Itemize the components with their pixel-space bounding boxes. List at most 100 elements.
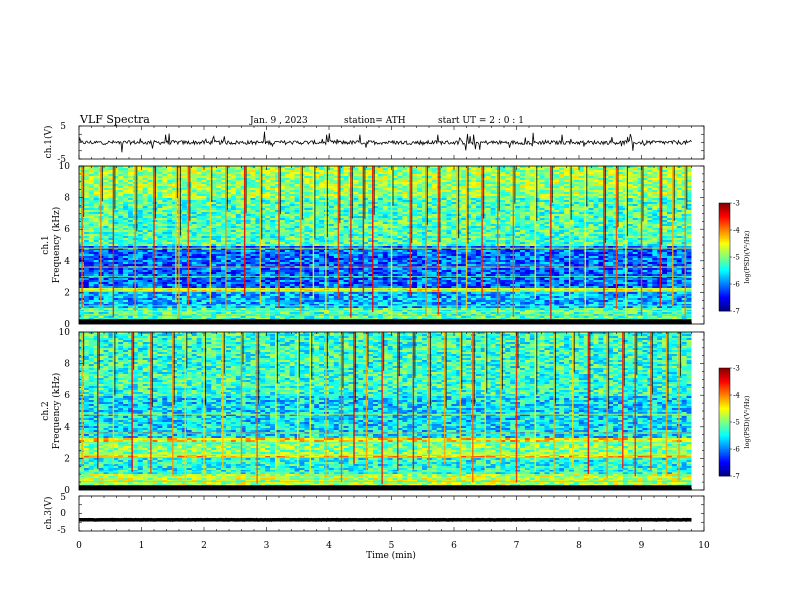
- spectrogram-cell: [319, 208, 325, 211]
- spectrogram-cell: [83, 234, 90, 237]
- spectrogram-cell: [505, 208, 511, 211]
- spectrogram-cell: [137, 172, 143, 175]
- spectrogram-cell: [637, 216, 643, 219]
- spectrogram-cell: [667, 224, 673, 227]
- spectrogram-cell: [260, 190, 266, 193]
- spectrogram-cell: [191, 180, 197, 183]
- spectrogram-cell: [500, 224, 506, 227]
- spectrogram-cell: [289, 184, 295, 187]
- spectrogram-cell: [260, 200, 266, 203]
- spectrogram-cell: [618, 232, 624, 235]
- spectrogram-cell: [137, 168, 143, 171]
- spectrogram-cell: [402, 176, 408, 179]
- spectrogram-cell: [382, 174, 388, 177]
- spectrogram-cell: [451, 176, 457, 179]
- spectrogram-cell: [667, 196, 673, 199]
- spectrogram-cell: [230, 170, 237, 173]
- spectrogram-cell: [309, 172, 315, 175]
- spectrogram-cell: [299, 224, 305, 227]
- spectrogram-cell: [103, 226, 109, 229]
- spectrogram-cell: [314, 210, 320, 213]
- spectrogram-cell: [328, 184, 335, 187]
- spectrogram-cell: [206, 220, 212, 223]
- spectrogram-cell: [157, 174, 163, 177]
- spectrogram-cell: [573, 174, 580, 177]
- spectrogram-cell: [652, 184, 658, 187]
- spectrogram-cell: [515, 168, 521, 171]
- spectrogram-cell: [608, 184, 614, 187]
- spectrogram-cell: [554, 182, 560, 185]
- spectrogram-cell: [441, 176, 447, 179]
- spectrogram-cell: [485, 224, 491, 227]
- spectrogram-cell: [549, 204, 555, 207]
- spectrogram-cell: [637, 224, 643, 227]
- spectrogram-cell: [162, 184, 168, 187]
- spectrogram-cell: [667, 176, 673, 179]
- spectrogram-cell: [613, 234, 619, 237]
- spectrogram-cell: [608, 182, 614, 185]
- spectrogram-cell: [324, 194, 330, 197]
- spectrogram-cell: [260, 208, 266, 211]
- spectrogram-cell: [461, 230, 467, 233]
- spectrogram-cell: [128, 186, 134, 189]
- spectrogram-cell: [270, 170, 276, 173]
- spectrogram-cell: [275, 232, 281, 235]
- spectrogram-cell: [221, 198, 227, 201]
- spectrogram-cell: [206, 188, 212, 191]
- spectrogram-cell: [505, 204, 511, 207]
- spectrogram-cell: [309, 170, 315, 173]
- spectrogram-cell: [441, 224, 447, 227]
- spectrogram-cell: [338, 240, 344, 243]
- spectrogram-cell: [270, 196, 276, 199]
- spectrogram-cell: [392, 180, 398, 183]
- spectrogram-cell: [676, 208, 682, 211]
- spectrogram-cell: [681, 240, 687, 243]
- spectrogram-cell: [108, 208, 114, 211]
- spectrogram-cell: [402, 218, 408, 221]
- spectrogram-cell: [137, 218, 143, 221]
- spectrogram-cell: [490, 210, 496, 213]
- spectrogram-cell: [397, 176, 403, 179]
- spectrogram-cell: [113, 212, 119, 215]
- spectrogram-cell: [314, 176, 320, 179]
- spectrogram-cell: [319, 236, 325, 239]
- spectrogram-cell: [108, 190, 114, 193]
- spectrogram-cell: [172, 178, 178, 181]
- spectrogram-cell: [451, 208, 457, 211]
- spectrogram-cell: [392, 208, 398, 211]
- spectrogram-cell: [230, 176, 237, 179]
- spectrogram-cell: [260, 230, 266, 233]
- spectrogram-cell: [93, 208, 99, 211]
- spectrogram-cell: [382, 180, 388, 183]
- spectrogram-cell: [196, 198, 202, 201]
- spectrogram-cell: [93, 232, 99, 235]
- spectrogram-cell: [505, 224, 511, 227]
- spectrogram-cell: [446, 224, 452, 227]
- spectrogram-cell: [265, 168, 271, 171]
- spectrogram-cell: [382, 182, 388, 185]
- spectrogram-cell: [142, 242, 148, 245]
- spectrogram-cell: [123, 232, 129, 235]
- spectrogram-cell: [402, 182, 408, 185]
- spectrogram-cell: [196, 192, 202, 195]
- spectrogram-cell: [103, 196, 109, 199]
- spectrogram-cell: [147, 242, 153, 245]
- spectrogram-cell: [128, 216, 134, 219]
- spectrogram-cell: [118, 180, 124, 183]
- spectrogram-cell: [250, 196, 256, 199]
- spectrogram-cell: [573, 198, 580, 201]
- spectrogram-cell: [108, 206, 114, 209]
- spectrogram-cell: [230, 240, 237, 243]
- spectrogram-cell: [426, 174, 433, 177]
- spectrogram-cell: [451, 190, 457, 193]
- spectrogram-cell: [662, 212, 668, 215]
- spectrogram-cell: [534, 206, 540, 209]
- spectrogram-cell: [235, 178, 241, 181]
- spectrogram-cell: [260, 170, 266, 173]
- spectrogram-cell: [667, 194, 673, 197]
- spectrogram-cell: [240, 196, 246, 199]
- spectrogram-cell: [593, 186, 599, 189]
- spectrogram-cell: [431, 190, 437, 193]
- spectrogram-cell: [333, 176, 339, 179]
- spectrogram-cell: [93, 218, 99, 221]
